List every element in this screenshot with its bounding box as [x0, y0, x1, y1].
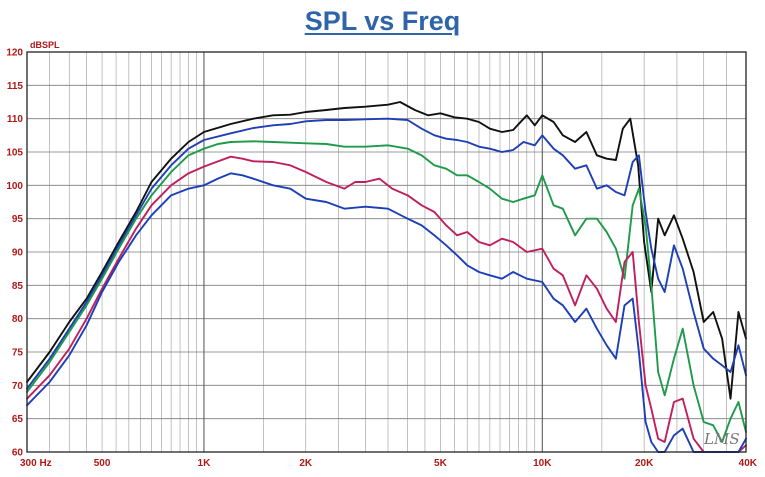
y-tick-label-120: 120	[6, 48, 23, 59]
y-tick-label-105: 105	[6, 148, 23, 159]
y-tick-label-115: 115	[7, 81, 24, 92]
y-tick-label-60: 60	[12, 448, 24, 459]
y-tick-label-110: 110	[7, 114, 24, 125]
x-tick-labels: 300 Hz 500 1K 2K 5K 10K 20K 40K	[20, 458, 758, 469]
series-line-3	[26, 140, 747, 443]
lms-watermark: LMS	[703, 430, 740, 448]
x-tick-label-500: 500	[94, 458, 111, 469]
series-line-2	[26, 117, 747, 390]
x-tick-label-1000: 1K	[198, 458, 212, 469]
x-tick-label-5000: 5K	[434, 458, 448, 469]
x-tick-label-10000: 10K	[533, 458, 552, 469]
x-tick-label-2000: 2K	[299, 458, 313, 469]
series-line-4	[26, 155, 747, 453]
y-tick-label-80: 80	[12, 314, 24, 325]
plot-border	[26, 51, 747, 453]
y-tick-label-95: 95	[12, 214, 24, 225]
y-tick-labels: 60 65 70 75 80 85 90 95 100 105 110 115 120	[6, 48, 23, 459]
y-tick-label-65: 65	[12, 414, 24, 425]
y-tick-label-100: 100	[6, 181, 23, 192]
x-tick-label-40000: 40K	[739, 458, 758, 469]
x-tick-label-300: 300 Hz	[20, 458, 52, 469]
y-tick-label-90: 90	[12, 248, 24, 259]
y-tick-label-75: 75	[12, 348, 24, 359]
y-tick-label-70: 70	[12, 381, 24, 392]
y-tick-label-85: 85	[12, 281, 24, 292]
y-axis-label: dBSPL	[30, 40, 60, 50]
chart-title: SPL vs Freq	[304, 6, 461, 36]
major-gridlines	[27, 51, 746, 453]
x-tick-label-20000: 20K	[635, 458, 654, 469]
series-line-1	[26, 101, 747, 400]
series-lines	[26, 101, 747, 453]
